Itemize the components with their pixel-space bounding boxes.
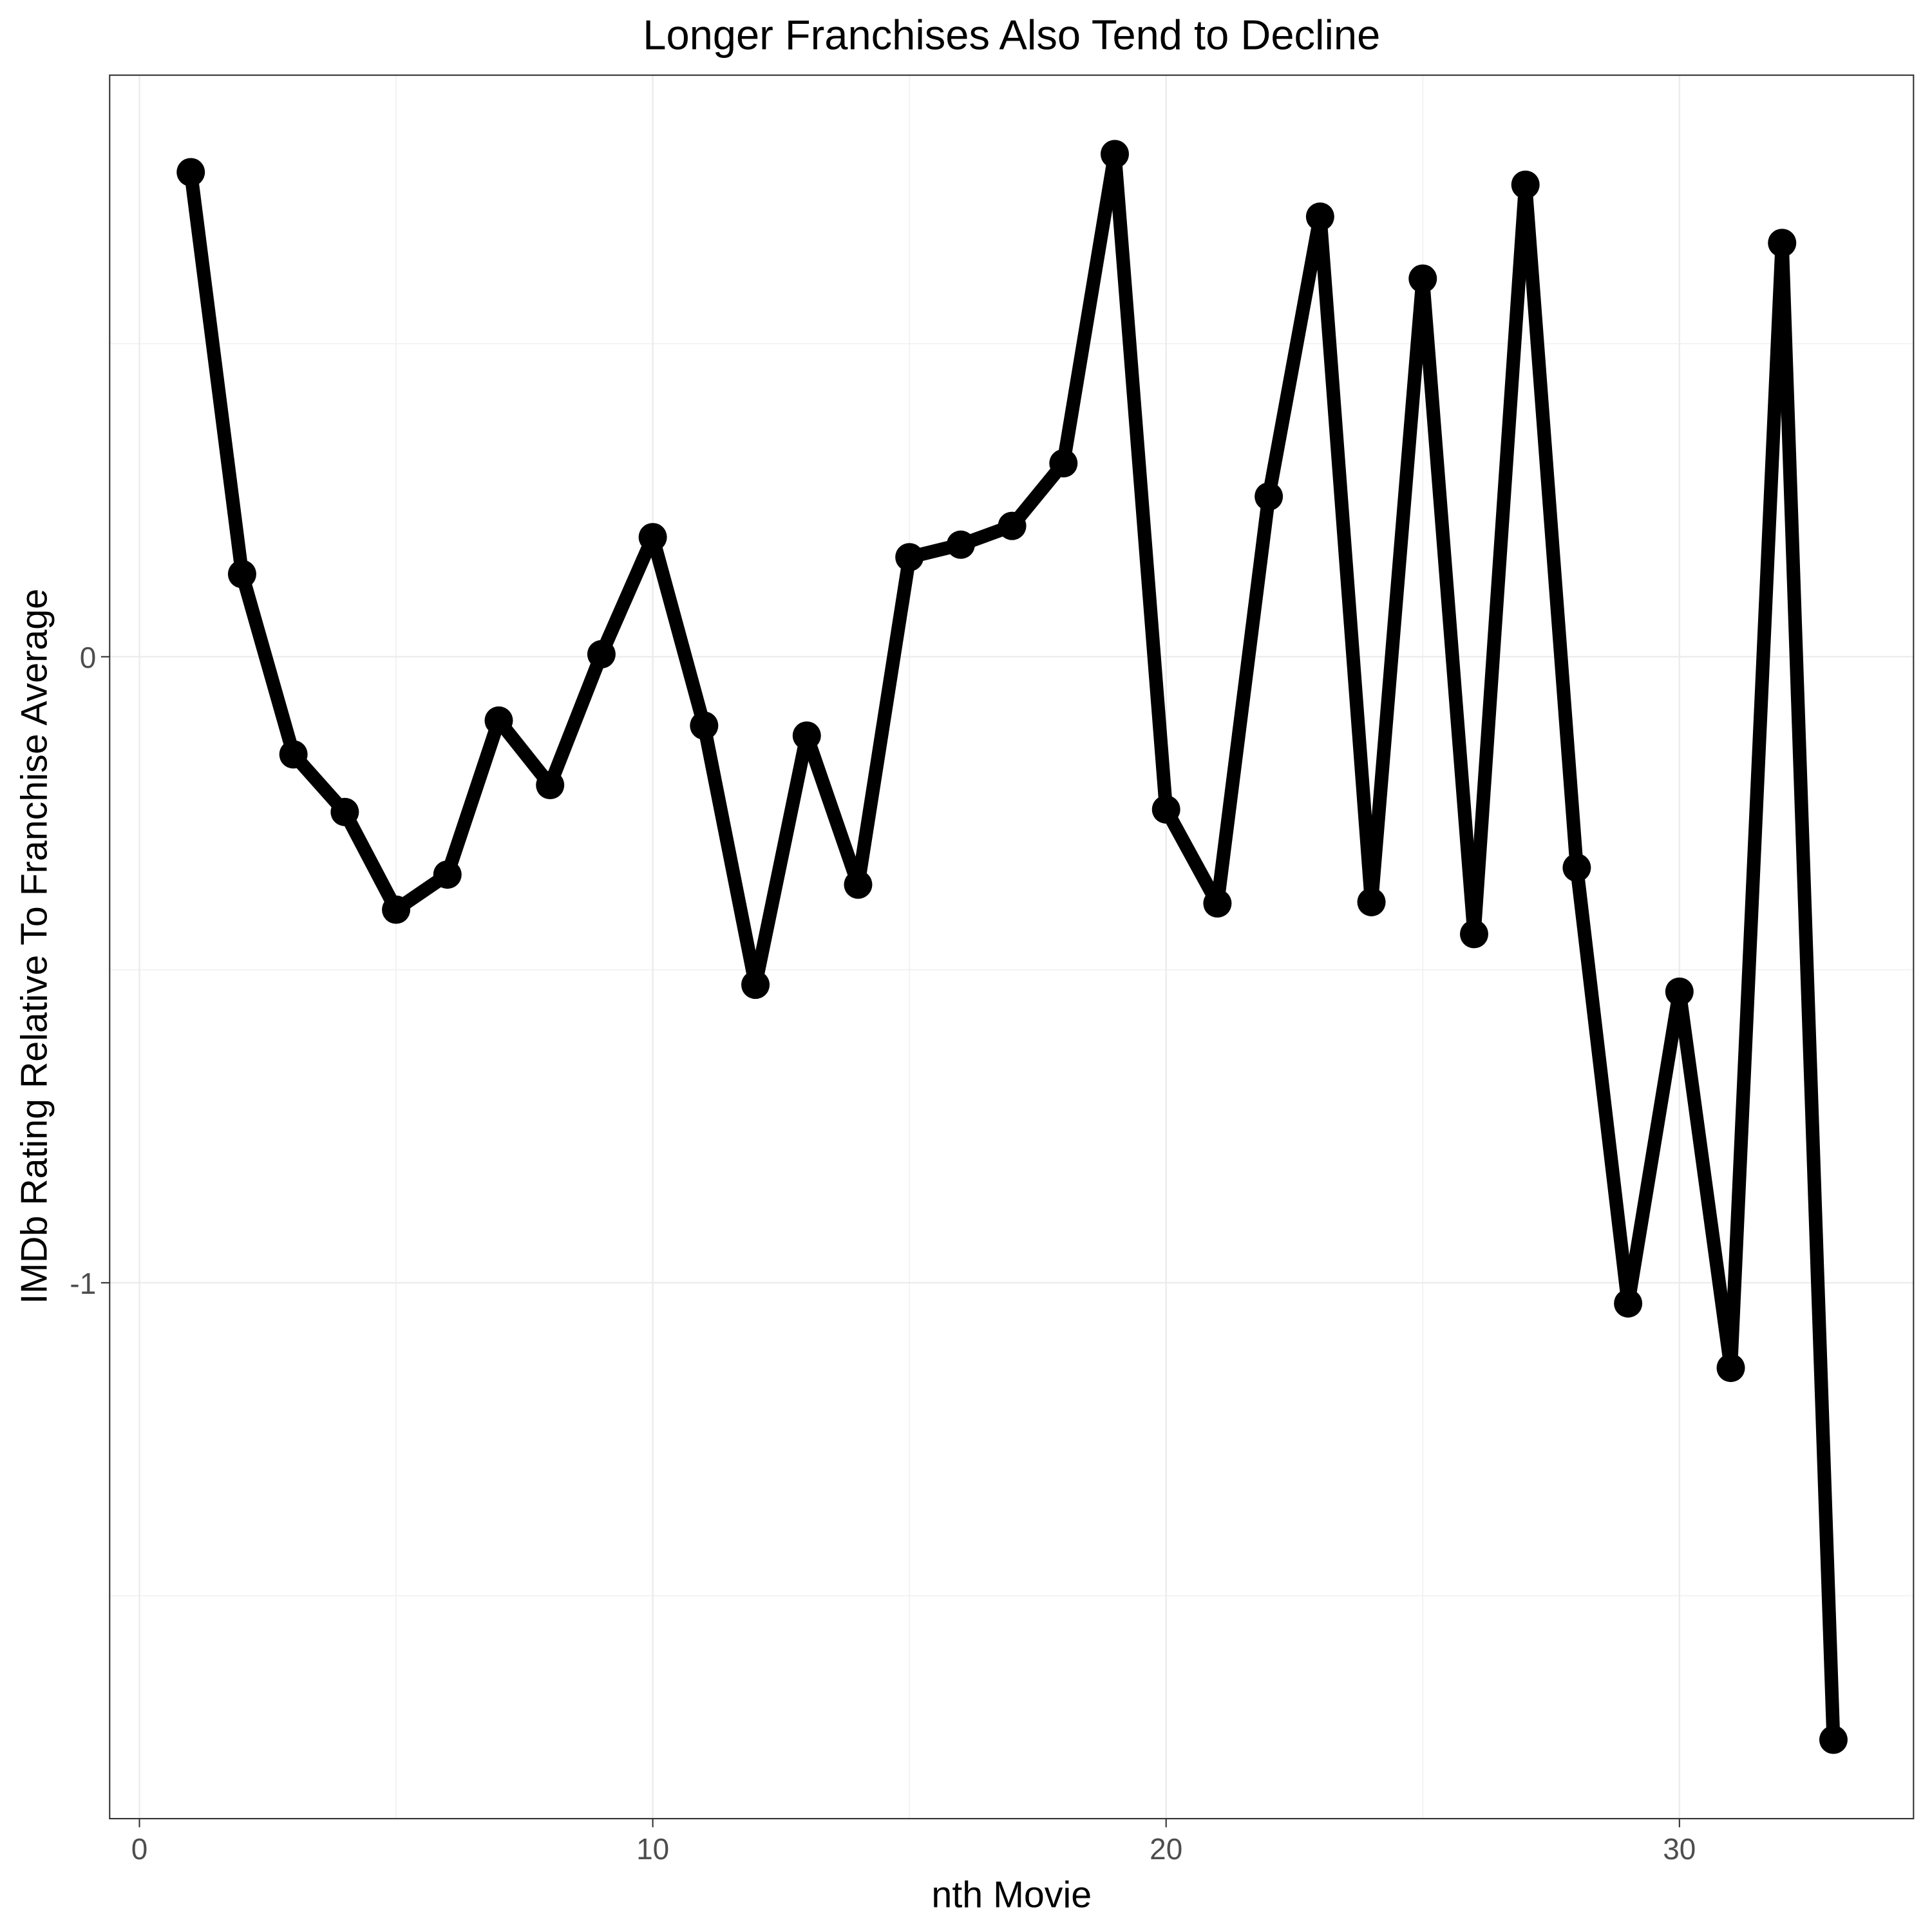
x-tick-label: 20 <box>1150 1832 1182 1866</box>
line-segment <box>748 734 814 987</box>
line-segment <box>544 652 608 788</box>
line-segment <box>339 808 402 913</box>
data-point <box>1768 229 1797 258</box>
series-points-group <box>176 140 1848 1754</box>
line-segment <box>1365 278 1430 903</box>
data-point <box>1665 977 1694 1006</box>
line-segment <box>800 733 865 887</box>
data-point <box>1408 264 1437 293</box>
x-tick-label: 30 <box>1663 1832 1696 1866</box>
line-segment <box>1056 153 1122 465</box>
data-point <box>1151 795 1180 824</box>
axis-ticks: 0 10 20 30 0 -1 <box>70 641 1696 1866</box>
data-point <box>1101 140 1130 169</box>
line-segment <box>440 718 506 877</box>
data-point <box>382 895 411 924</box>
data-point <box>1511 170 1540 199</box>
line-segment <box>1262 215 1327 498</box>
line-segment <box>1569 867 1635 1305</box>
data-point <box>176 158 205 187</box>
data-point <box>279 740 308 769</box>
data-point <box>227 560 256 589</box>
panel-border <box>109 74 1915 1820</box>
data-point <box>1562 853 1591 882</box>
line-segment <box>184 171 249 575</box>
line-segment <box>235 572 300 757</box>
line-segment <box>1621 990 1687 1305</box>
line-segment <box>1724 242 1789 1368</box>
line-segment <box>1775 242 1841 1740</box>
data-point <box>1459 920 1488 949</box>
data-point <box>1357 887 1386 916</box>
y-axis-label: IMDb Rating Relative To Franchise Averag… <box>14 589 55 1304</box>
data-point <box>895 543 924 572</box>
data-point <box>587 639 616 668</box>
line-segment <box>1519 184 1584 869</box>
data-point <box>638 523 667 552</box>
line-segment <box>1210 495 1276 905</box>
chart-title: Longer Franchises Also Tend to Decline <box>643 12 1380 59</box>
x-axis-label: nth Movie <box>931 1875 1092 1916</box>
y-tick-label: -1 <box>70 1267 96 1300</box>
data-point <box>1203 889 1232 918</box>
line-segment <box>1467 184 1533 935</box>
line-segment <box>1160 806 1224 907</box>
x-tick-label: 10 <box>636 1832 669 1866</box>
data-point <box>690 711 719 740</box>
data-point <box>1305 202 1334 231</box>
data-point <box>998 511 1027 540</box>
line-segment <box>595 534 659 658</box>
line-segment <box>851 556 916 886</box>
data-point <box>536 771 565 800</box>
data-point <box>1049 449 1078 478</box>
series-line-group <box>184 153 1841 1740</box>
data-point <box>1716 1354 1745 1383</box>
data-point <box>330 797 359 826</box>
line-segment <box>1416 278 1481 935</box>
gridlines <box>109 75 1914 1819</box>
line-segment <box>646 535 711 728</box>
data-point <box>844 870 873 899</box>
data-point <box>1819 1725 1848 1754</box>
x-tick-label: 0 <box>131 1832 148 1866</box>
data-point <box>946 530 975 559</box>
data-point <box>484 706 513 735</box>
data-point <box>433 860 462 889</box>
line-segment <box>1672 990 1738 1369</box>
line-segment <box>1108 153 1173 810</box>
line-segment <box>1313 216 1379 903</box>
y-tick-label: 0 <box>80 641 97 674</box>
data-point <box>792 721 821 750</box>
line-segment <box>697 724 762 987</box>
data-point <box>741 971 770 999</box>
data-point <box>1255 482 1283 511</box>
data-point <box>1614 1289 1643 1318</box>
